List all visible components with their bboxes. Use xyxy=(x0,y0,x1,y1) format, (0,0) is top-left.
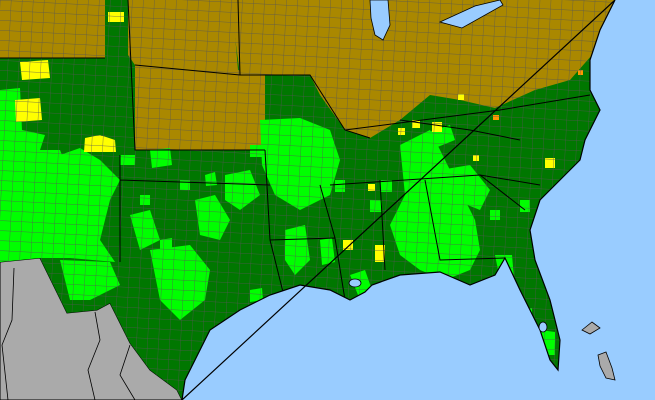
bahamas xyxy=(581,321,616,381)
lake-erie xyxy=(438,0,504,29)
lake-michigan xyxy=(369,0,391,41)
lake-okeechobee xyxy=(538,321,548,333)
mexico-state-borders xyxy=(1,267,136,400)
us-coastline xyxy=(181,0,616,400)
lake-pontchartrain xyxy=(348,278,362,288)
lakes xyxy=(348,0,548,333)
state-borders xyxy=(0,0,591,301)
